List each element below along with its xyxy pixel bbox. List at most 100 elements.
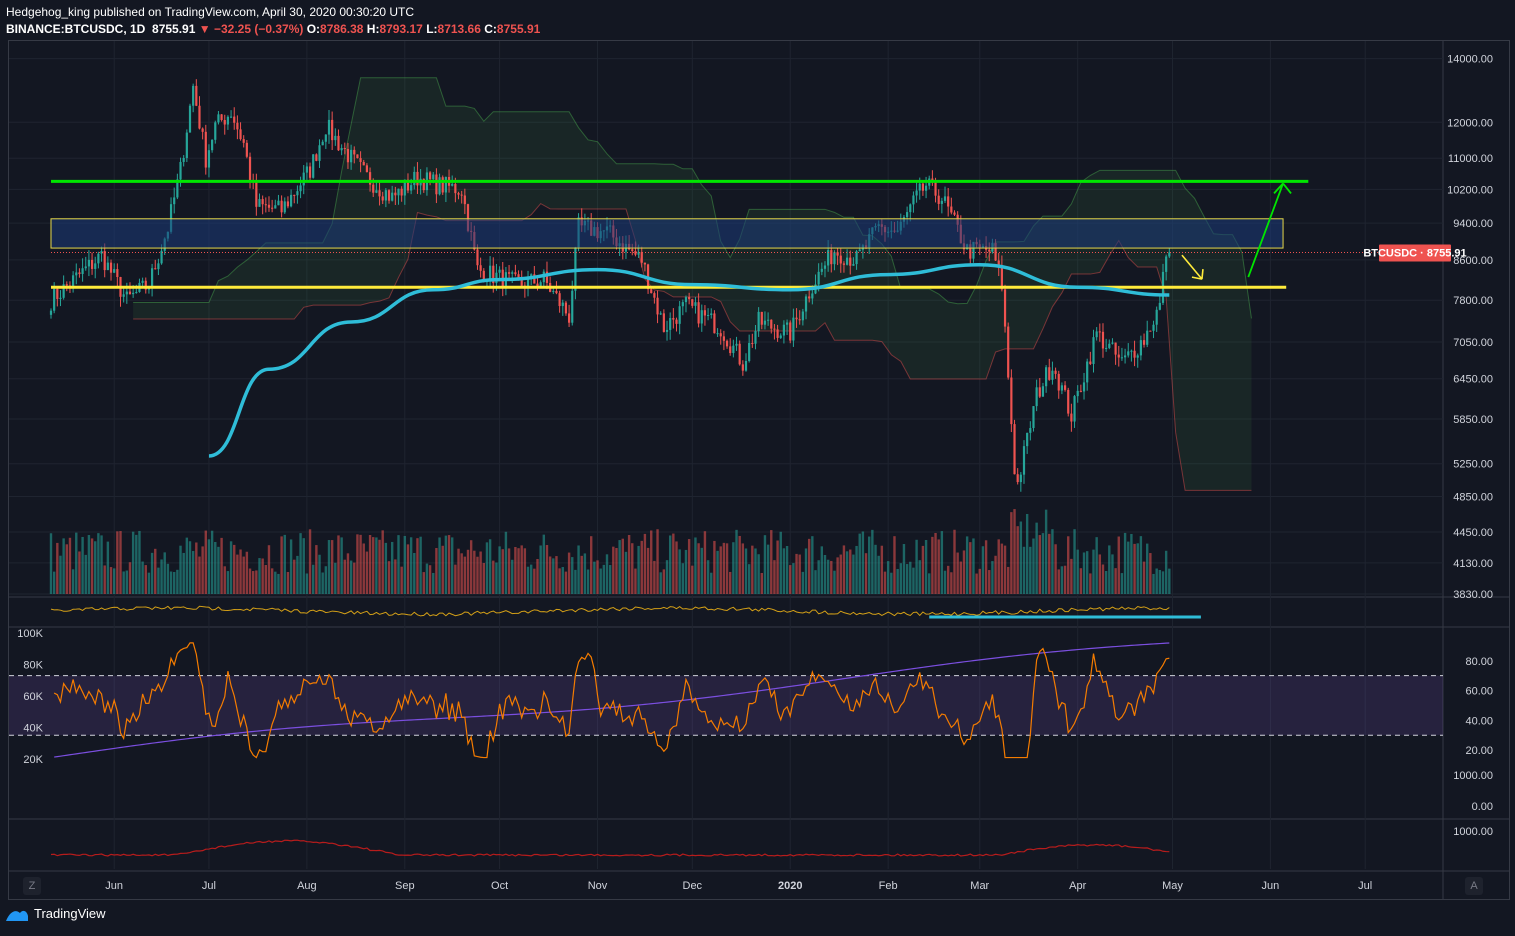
lower-tick-label: 1000.00: [1453, 770, 1493, 782]
chart-area[interactable]: 14000.00 12000.00 11000.00 10200.00 9400.00 8…: [8, 40, 1510, 900]
volume-bar: [1067, 536, 1070, 594]
volume-bar: [1095, 537, 1098, 594]
volume-bar: [511, 559, 514, 594]
candle-body: [785, 322, 789, 325]
candle-body: [779, 335, 782, 338]
down-arrow-annotation: [1181, 254, 1204, 280]
candle-body: [710, 313, 713, 315]
volume-bar: [931, 536, 934, 594]
candle-body: [719, 333, 722, 337]
volume-bar: [691, 565, 694, 594]
indicator-panes: [9, 605, 1443, 857]
volume-bar: [523, 548, 527, 594]
volume-bar: [1035, 522, 1038, 594]
candle-body: [564, 302, 568, 314]
volume-bar: [1104, 570, 1108, 594]
candle-body: [1032, 406, 1035, 429]
volume-bar: [792, 563, 795, 594]
candle-body: [362, 161, 365, 166]
candle-body: [489, 265, 492, 282]
volume-bar: [1054, 544, 1057, 594]
candle-body: [697, 302, 700, 324]
time-tick-label: Aug: [297, 880, 317, 892]
volume-bar: [223, 566, 226, 594]
volume-bar: [656, 529, 659, 594]
candle-body: [640, 252, 643, 263]
candle-body: [1130, 350, 1133, 352]
candle-body: [830, 250, 833, 265]
volume-bar: [78, 551, 81, 594]
volume-bar: [766, 544, 770, 594]
volume-bar: [435, 548, 438, 594]
volume-tick-label: 20K: [23, 754, 43, 766]
volume-bar: [555, 556, 558, 594]
candle-body: [302, 172, 305, 186]
volume-bar: [150, 552, 154, 594]
volume-bar: [905, 564, 909, 594]
volume-bar: [861, 531, 865, 594]
volume-bar: [248, 568, 252, 594]
volume-bar: [552, 558, 555, 594]
volume-bar: [416, 538, 419, 594]
auto-scale-button[interactable]: A: [1465, 877, 1483, 895]
candle-body: [950, 206, 953, 213]
volume-bar: [858, 533, 861, 594]
close-label: C:: [484, 22, 497, 36]
candle-body: [520, 279, 523, 286]
candle-body: [359, 158, 362, 162]
candle-body: [1149, 330, 1152, 332]
time-tick-label: Jul: [1358, 880, 1372, 892]
volume-bar: [1161, 571, 1165, 594]
volume-bar: [274, 571, 277, 594]
candle-body: [1057, 373, 1060, 391]
candle-body: [283, 201, 286, 213]
candle-body: [1007, 326, 1010, 378]
candle-body: [242, 139, 245, 143]
volume-bar: [210, 530, 214, 594]
candle-body: [1035, 387, 1038, 407]
symbol-name: BINANCE:BTCUSDC, 1D: [6, 22, 146, 36]
candle-body: [943, 196, 947, 201]
candle-body: [248, 156, 252, 181]
candle-body: [555, 290, 558, 294]
volume-bar: [160, 559, 163, 594]
volume-bar: [280, 536, 283, 594]
candle-body: [1089, 361, 1092, 364]
volume-bar: [422, 572, 425, 594]
candle-body: [1127, 351, 1130, 356]
candle-body: [748, 343, 751, 362]
timezone-button[interactable]: Z: [23, 877, 41, 895]
volume-tick-label: 100K: [17, 628, 43, 640]
volume-bar: [52, 571, 56, 594]
volume-bar: [349, 560, 353, 594]
volume-bar: [324, 566, 328, 594]
candle-body: [372, 184, 375, 193]
time-tick-label: 2020: [778, 880, 802, 892]
chart-svg[interactable]: 14000.00 12000.00 11000.00 10200.00 9400.00 8…: [9, 41, 1509, 899]
candle-body: [492, 265, 495, 284]
candle-body: [1098, 331, 1101, 333]
volume-bar: [918, 560, 921, 594]
candle-body: [1101, 331, 1105, 349]
candle-body: [49, 310, 53, 315]
up-arrow-annotation: [1247, 182, 1292, 278]
volume-bar: [631, 543, 634, 594]
candle-body: [75, 272, 78, 276]
candle-body: [413, 171, 416, 186]
volume-bar: [984, 540, 988, 594]
volume-bar: [615, 547, 618, 594]
candle-body: [1117, 354, 1120, 358]
volume-bar: [596, 560, 599, 594]
candle-body: [258, 199, 261, 207]
candle-body: [173, 197, 176, 205]
volume-bar: [425, 563, 429, 594]
candle-body: [858, 249, 861, 252]
volume-bar: [229, 541, 233, 594]
rsi-tick-label: 60.00: [1465, 686, 1493, 698]
volume-bar: [1146, 543, 1149, 594]
candle-body: [217, 114, 220, 123]
volume-bar: [1133, 543, 1136, 594]
volume-bar: [81, 536, 84, 594]
candle-body: [391, 192, 394, 201]
candle-body: [776, 329, 779, 338]
